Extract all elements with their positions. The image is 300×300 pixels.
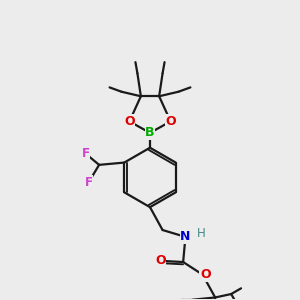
Text: F: F (85, 176, 93, 188)
Text: H: H (197, 227, 206, 240)
Text: O: O (200, 268, 211, 281)
Text: B: B (145, 126, 155, 140)
Text: O: O (165, 115, 176, 128)
Text: N: N (180, 230, 190, 243)
Text: F: F (81, 147, 89, 160)
Text: O: O (155, 254, 166, 267)
Text: O: O (124, 115, 135, 128)
